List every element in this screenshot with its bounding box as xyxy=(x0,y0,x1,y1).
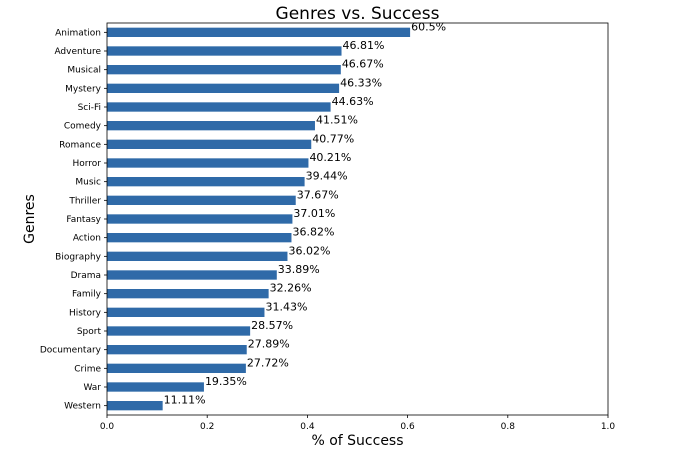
chart-title: Genres vs. Success xyxy=(276,4,440,24)
data-label: 36.02% xyxy=(288,244,330,257)
bar xyxy=(107,233,292,243)
x-ticks-group: 0.0 0.2 0.4 0.6 0.8 1.0 xyxy=(100,415,616,432)
data-label: 37.67% xyxy=(297,188,339,201)
bar xyxy=(107,177,305,187)
bar xyxy=(107,382,204,392)
x-tick-label: 0.0 xyxy=(100,422,115,432)
bar xyxy=(107,83,340,93)
data-label: 37.01% xyxy=(293,207,335,220)
data-label: 11.11% xyxy=(164,394,206,407)
y-tick-label: War xyxy=(83,383,101,393)
x-axis-label: % of Success xyxy=(311,433,403,449)
data-label: 40.77% xyxy=(312,132,354,145)
data-label: 28.57% xyxy=(251,319,293,332)
y-tick-label: Sport xyxy=(77,327,102,337)
bar xyxy=(107,139,312,149)
data-label: 19.35% xyxy=(205,375,247,388)
data-label: 41.51% xyxy=(316,114,358,127)
bar xyxy=(107,401,163,411)
y-tick-label: Horror xyxy=(72,159,101,169)
y-tick-label: Adventure xyxy=(54,47,101,57)
y-ticks-group: Animation Adventure Musical Mystery Sci-Fi Co… xyxy=(40,28,107,412)
plot-frame xyxy=(106,22,609,416)
x-tick-label: 0.6 xyxy=(400,422,415,432)
y-tick-label: Thriller xyxy=(68,196,101,206)
data-label: 33.89% xyxy=(278,263,320,276)
y-axis-label: Genres xyxy=(22,194,38,244)
bar xyxy=(107,289,269,299)
bar xyxy=(107,158,309,168)
y-tick-label: History xyxy=(69,308,102,318)
y-tick-label: Drama xyxy=(71,271,101,281)
data-labels-group: 60.5% 46.81% 46.67% 46.33% 44.63% 41.51% 40.77… xyxy=(164,20,446,406)
y-tick-label: Fantasy xyxy=(66,215,101,225)
data-label: 40.21% xyxy=(309,151,351,164)
bar xyxy=(107,251,288,261)
bar xyxy=(107,345,247,355)
bar xyxy=(107,214,293,224)
y-tick-label: Comedy xyxy=(64,122,102,132)
y-tick-label: Sci-Fi xyxy=(78,103,101,113)
data-label: 60.5% xyxy=(411,20,446,33)
x-tick-label: 1.0 xyxy=(601,422,616,432)
y-tick-label: Music xyxy=(75,178,101,188)
y-tick-label: Documentary xyxy=(40,346,102,356)
data-label: 31.43% xyxy=(265,300,307,313)
bar xyxy=(107,195,296,205)
bar xyxy=(107,27,411,37)
data-label: 32.26% xyxy=(270,282,312,295)
bars-group xyxy=(107,27,411,411)
bar xyxy=(107,326,251,336)
y-tick-label: Action xyxy=(73,234,101,244)
y-tick-label: Musical xyxy=(67,66,101,76)
bar xyxy=(107,46,342,56)
data-label: 46.81% xyxy=(343,39,385,52)
y-tick-label: Family xyxy=(72,290,102,300)
x-tick-label: 0.4 xyxy=(300,422,315,432)
y-tick-label: Biography xyxy=(55,252,102,262)
data-label: 36.82% xyxy=(292,226,334,239)
data-label: 27.89% xyxy=(248,338,290,351)
y-tick-label: Crime xyxy=(74,364,101,374)
bar xyxy=(107,65,341,75)
bar xyxy=(107,121,315,131)
x-tick-label: 0.2 xyxy=(200,422,214,432)
x-tick-label: 0.8 xyxy=(501,422,516,432)
data-label: 44.63% xyxy=(332,95,374,108)
y-tick-label: Western xyxy=(64,402,101,412)
data-label: 46.33% xyxy=(340,76,382,89)
y-tick-label: Mystery xyxy=(65,84,102,94)
y-tick-label: Animation xyxy=(55,28,101,38)
data-label: 27.72% xyxy=(247,356,289,369)
data-label: 39.44% xyxy=(306,170,348,183)
data-label: 46.67% xyxy=(342,58,384,71)
y-tick-label: Romance xyxy=(59,140,101,150)
bar xyxy=(107,102,331,112)
bar xyxy=(107,270,277,280)
bar xyxy=(107,363,246,373)
bar xyxy=(107,307,265,317)
